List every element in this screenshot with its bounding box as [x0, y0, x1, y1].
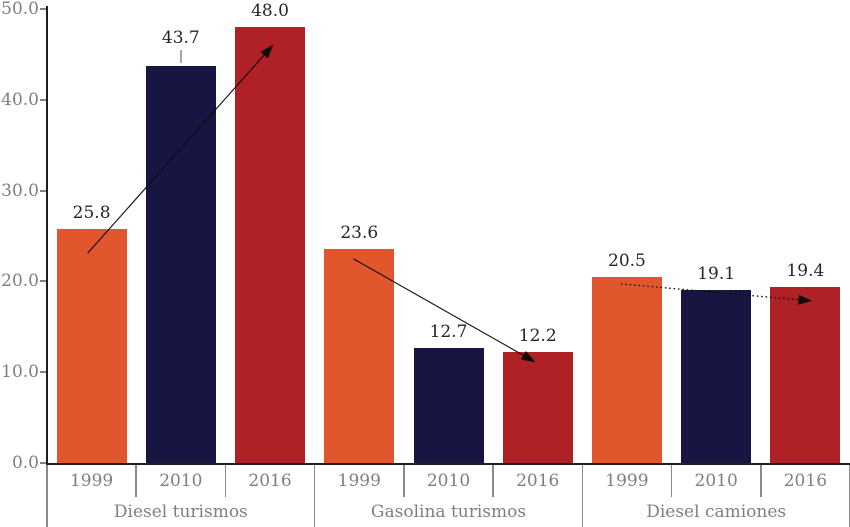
year-label: 2010	[426, 471, 471, 491]
bar-2010	[413, 347, 484, 463]
y-axis-tick	[40, 189, 47, 192]
bar-2016	[770, 286, 841, 463]
year-separator	[135, 465, 137, 497]
year-label: 2010	[159, 471, 203, 491]
group-separator	[46, 465, 48, 527]
bar-value-label: 25.8	[72, 202, 111, 223]
y-axis-tick-label: 10.0	[1, 362, 39, 383]
year-label: 2010	[694, 471, 738, 491]
bar-value-label: 19.1	[697, 263, 736, 284]
bar-value-label: 12.7	[429, 321, 468, 342]
group-separator	[313, 465, 316, 527]
year-label: 1999	[605, 471, 649, 491]
bar-value-label: 19.4	[786, 260, 825, 281]
bar-2010	[145, 66, 216, 463]
bar-value-label: 12.2	[518, 326, 557, 347]
year-label: 1999	[69, 471, 114, 491]
bar-1999	[324, 248, 395, 463]
group-separator	[581, 465, 584, 527]
group-label: Diesel turismos	[113, 502, 248, 522]
group-label: Gasolina turismos	[370, 502, 527, 522]
y-axis-tick-label: 0.0	[11, 453, 39, 473]
y-axis-tick	[40, 8, 47, 10]
bar-2016	[502, 352, 573, 463]
y-axis-line	[46, 6, 48, 465]
bar-2016	[235, 27, 306, 463]
group-separator	[848, 465, 850, 527]
bar-value-label: 23.6	[340, 222, 379, 243]
x-axis-line	[46, 463, 850, 465]
y-axis-tick-label: 20.0	[1, 271, 39, 292]
bar-1999	[56, 228, 127, 463]
y-axis-tick	[40, 371, 47, 374]
label-leader-line	[180, 50, 182, 64]
y-axis-tick	[40, 280, 47, 283]
year-separator	[403, 465, 405, 497]
bar-value-label: 43.7	[161, 28, 200, 49]
year-label: 2016	[783, 471, 828, 491]
year-label: 1999	[337, 471, 381, 491]
y-axis-tick	[40, 462, 47, 464]
y-axis-tick-label: 40.0	[1, 89, 39, 110]
year-separator	[492, 465, 494, 497]
year-separator	[760, 465, 762, 497]
y-axis-tick	[40, 98, 47, 101]
bar-1999	[591, 276, 662, 463]
y-axis-tick-label: 30.0	[1, 180, 39, 201]
year-separator	[224, 465, 227, 497]
year-label: 2016	[248, 471, 292, 491]
bar-2010	[681, 289, 752, 463]
bar-value-label: 48.0	[251, 1, 289, 22]
bar-value-label: 20.5	[608, 250, 646, 271]
y-axis-tick-label: 50.0	[1, 0, 39, 19]
year-separator	[670, 465, 673, 497]
year-label: 2016	[516, 471, 560, 491]
group-label: Diesel camiones	[646, 502, 787, 522]
